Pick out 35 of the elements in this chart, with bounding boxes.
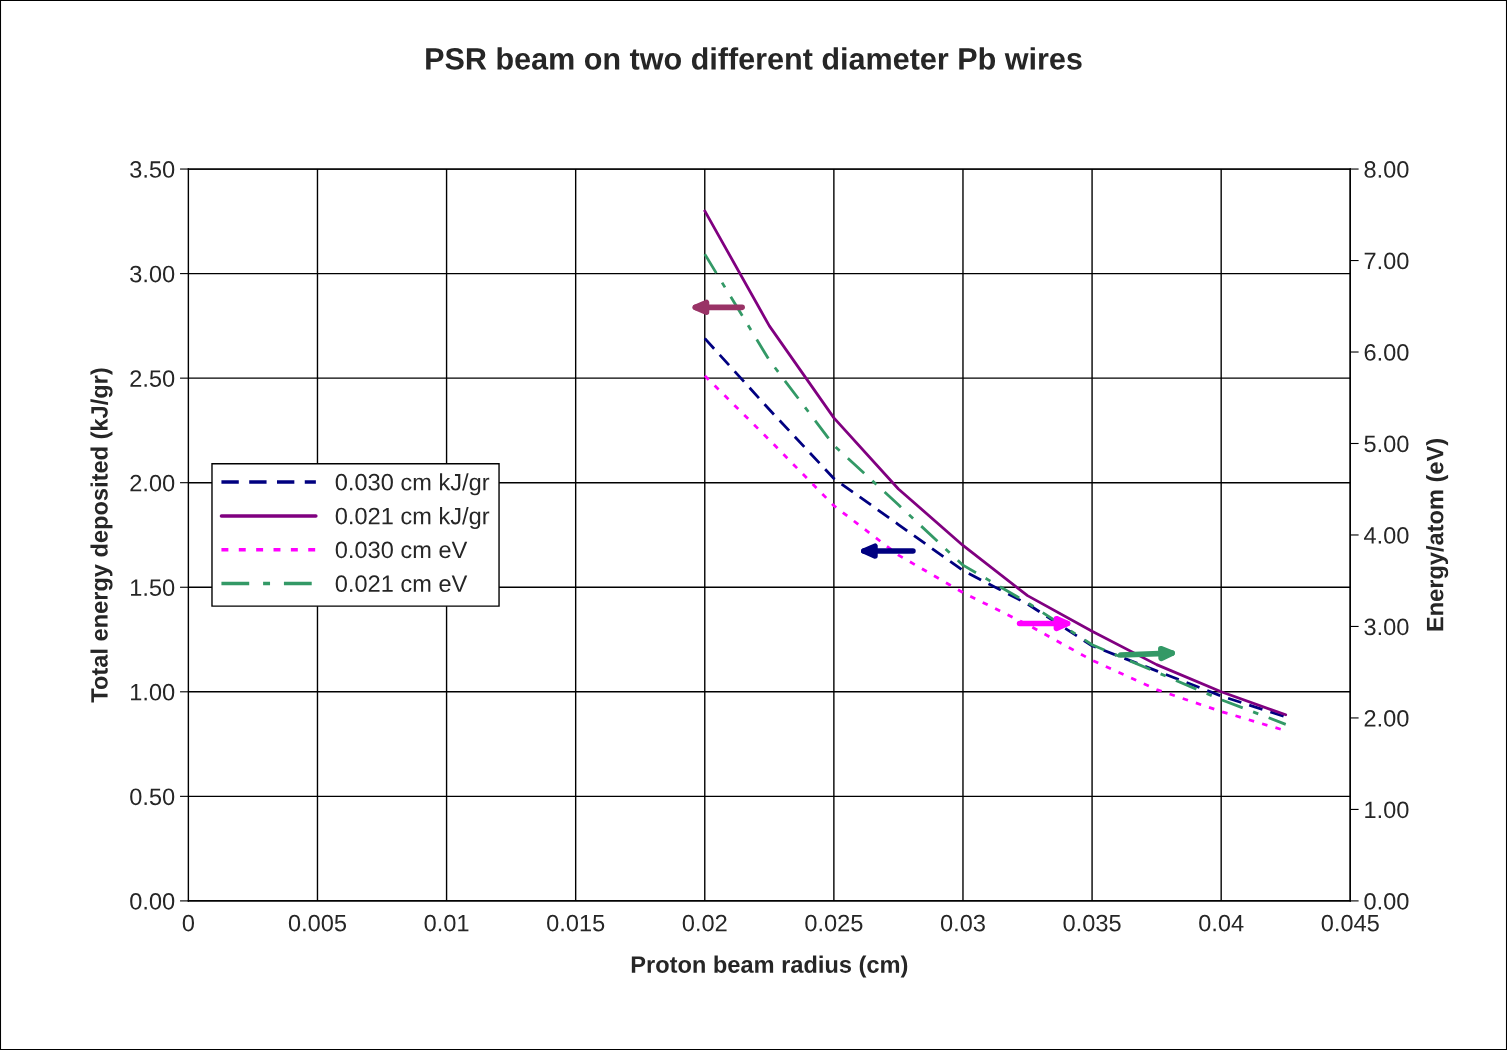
legend-label: 0.030 cm kJ/gr xyxy=(335,473,490,496)
y2-tick-label: 3.00 xyxy=(1364,618,1409,636)
x-tick-label: 0.005 xyxy=(288,914,347,932)
y-tick-label: 3.50 xyxy=(130,161,175,178)
x-tick-label: 0.03 xyxy=(940,914,985,932)
x-tick-label: 0.015 xyxy=(547,914,605,932)
y-axis-title: Total energy deposited (kJ/gr) xyxy=(90,368,113,703)
x-tick-label: 0.01 xyxy=(424,914,469,932)
x-tick-label: 0.02 xyxy=(682,914,727,932)
y2-tick-label: 6.00 xyxy=(1364,344,1409,361)
legend-label: 0.030 cm eV xyxy=(335,541,468,559)
y-tick-label: 1.00 xyxy=(131,683,175,701)
legend-label: 0.021 cm kJ/gr xyxy=(335,507,490,530)
chart-title: PSR beam on two different diameter Pb wires xyxy=(426,47,1082,70)
y2-tick-label: 2.00 xyxy=(1364,710,1409,727)
y2-tick-label: 5.00 xyxy=(1364,435,1409,453)
x-tick-label: 0.04 xyxy=(1199,914,1244,932)
y2-tick-label: 7.00 xyxy=(1364,252,1409,270)
y2-axis-title: Energy/atom (eV) xyxy=(1426,439,1449,631)
y-tick-label: 2.50 xyxy=(130,370,175,387)
y-tick-label: 3.00 xyxy=(130,265,175,283)
y2-tick-label: 8.00 xyxy=(1364,161,1409,178)
legend-label: 0.021 cm eV xyxy=(335,575,468,593)
y2-tick-label: 4.00 xyxy=(1364,527,1409,544)
x-tick-label: 0.025 xyxy=(805,914,863,932)
x-axis-title: Proton beam radius (cm) xyxy=(631,955,908,978)
y-tick-label: 1.50 xyxy=(131,579,175,597)
x-tick-label: 0 xyxy=(182,914,195,932)
y2-tick-label: 0.00 xyxy=(1364,892,1409,910)
y-tick-label: 0.50 xyxy=(130,788,175,806)
x-tick-label: 0.035 xyxy=(1063,914,1121,932)
y-tick-label: 2.00 xyxy=(130,474,175,492)
y2-tick-label: 1.00 xyxy=(1365,801,1409,819)
x-tick-label: 0.045 xyxy=(1321,914,1379,932)
y-tick-label: 0.00 xyxy=(130,892,175,910)
